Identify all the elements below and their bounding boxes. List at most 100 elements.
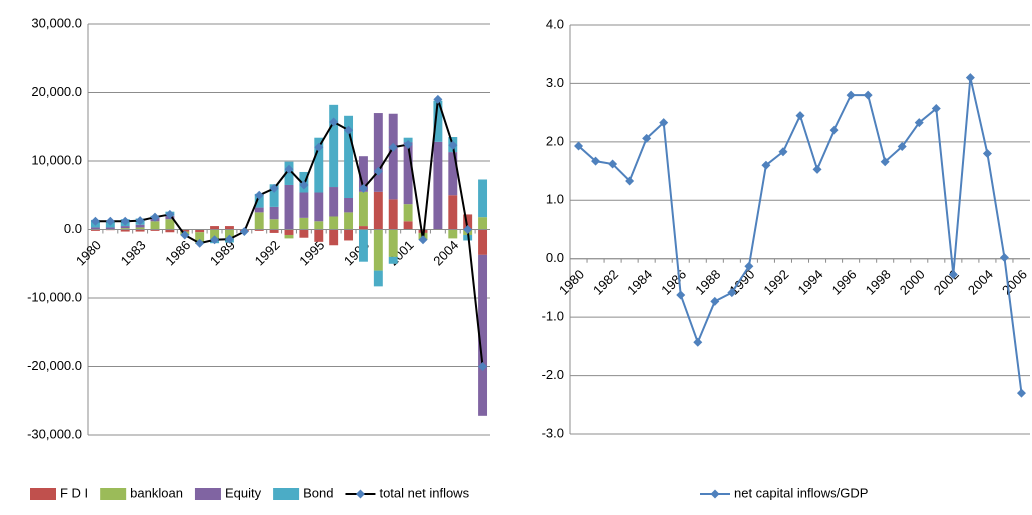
x-tick-label: 1992 — [760, 267, 791, 298]
bar-segment — [269, 229, 279, 233]
bar-segment — [373, 113, 383, 192]
bar-segment — [150, 221, 160, 230]
x-tick-label: 2002 — [931, 267, 962, 298]
point — [812, 164, 822, 174]
x-tick-label: 1998 — [863, 267, 894, 298]
point — [195, 238, 205, 248]
bar-segment — [373, 229, 383, 271]
point — [693, 337, 703, 347]
bar-segment — [403, 221, 413, 230]
x-tick-label: 1996 — [829, 267, 860, 298]
bar-segment — [344, 212, 354, 230]
bar-segment — [210, 226, 220, 230]
point — [269, 183, 279, 193]
point — [948, 269, 958, 279]
bar-segment — [90, 227, 100, 230]
bar-segment — [195, 232, 205, 244]
bar-segment — [403, 142, 413, 205]
bar-segment — [314, 221, 324, 230]
point — [150, 212, 160, 222]
point — [105, 216, 115, 226]
point — [478, 362, 488, 371]
x-tick-label: 1995 — [296, 237, 327, 268]
point — [135, 216, 145, 226]
point — [795, 111, 805, 121]
y-tick-label: 30,000.0 — [31, 15, 82, 30]
x-tick-label: 1986 — [658, 267, 689, 298]
legend-swatch — [100, 488, 127, 500]
point — [846, 90, 856, 100]
point — [299, 180, 309, 190]
legend-marker — [355, 489, 365, 499]
bar-segment — [269, 219, 279, 230]
point — [284, 164, 294, 174]
bar-segment — [165, 229, 175, 233]
bar-segment — [210, 229, 220, 240]
bar-segment — [224, 226, 234, 230]
bar-segment — [329, 216, 339, 230]
bar-segment — [165, 219, 175, 230]
point — [90, 216, 100, 226]
bar-segment — [358, 229, 368, 262]
point — [358, 183, 368, 193]
bar-segment — [329, 229, 339, 246]
bar-segment — [478, 229, 488, 255]
x-tick-label: 1986 — [162, 237, 193, 268]
x-tick-label: 2004 — [430, 237, 461, 268]
bar-segment — [373, 191, 383, 230]
bar-segment — [120, 226, 130, 229]
bar-segment — [344, 229, 354, 241]
bar-segment — [433, 141, 443, 230]
bar-segment — [373, 270, 383, 287]
point — [863, 90, 873, 100]
point — [625, 176, 635, 186]
point — [433, 94, 443, 104]
y-tick-label: -10,000.0 — [27, 289, 82, 304]
point — [463, 225, 473, 234]
point — [829, 125, 839, 135]
point — [254, 190, 264, 200]
bar-segment — [299, 229, 309, 238]
point — [388, 142, 398, 152]
bar-segment — [254, 207, 264, 213]
point — [314, 142, 324, 152]
x-tick-label: 2004 — [965, 267, 996, 298]
y-tick-label: 1.0 — [546, 192, 564, 207]
y-tick-label: -30,000.0 — [27, 426, 82, 441]
series-line — [577, 77, 1023, 394]
bar-segment — [403, 204, 413, 222]
bar-segment — [224, 229, 234, 240]
point — [224, 234, 234, 244]
legend-swatch — [273, 488, 300, 500]
y-tick-label: 0.0 — [64, 221, 82, 236]
bar-segment — [284, 229, 294, 235]
legend-label: bankloan — [130, 485, 183, 500]
legend-swatch — [30, 488, 56, 500]
point — [120, 216, 130, 226]
bar-segment — [329, 104, 339, 188]
legend-label: total net inflows — [379, 485, 469, 500]
bar-segment — [358, 226, 368, 230]
bar-segment — [448, 195, 458, 230]
point — [761, 160, 771, 170]
point — [914, 118, 924, 128]
bar-segment — [358, 191, 368, 227]
point — [448, 140, 458, 150]
point — [403, 140, 413, 150]
y-tick-label: -2.0 — [542, 367, 564, 382]
bar-segment — [478, 254, 488, 416]
y-tick-label: -1.0 — [542, 309, 564, 324]
point — [727, 288, 737, 298]
point — [880, 157, 890, 167]
point — [931, 104, 941, 114]
point — [344, 125, 354, 135]
y-tick-label: 0.0 — [546, 250, 564, 265]
y-tick-label: 20,000.0 — [31, 84, 82, 99]
bar-segment — [90, 229, 100, 231]
x-tick-label: 1984 — [624, 267, 655, 298]
legend-label: F D I — [60, 485, 88, 500]
x-tick-label: 1992 — [252, 237, 283, 268]
bar-segment — [478, 217, 488, 230]
